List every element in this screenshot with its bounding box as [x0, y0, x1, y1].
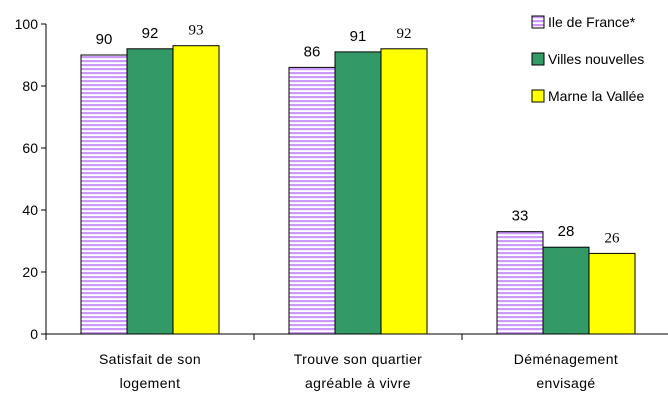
bar-ile-de-france: [496, 231, 544, 335]
data-label: 28: [558, 223, 575, 240]
y-tick-label: 0: [30, 326, 38, 342]
data-label: 92: [142, 25, 159, 42]
legend-label: Marne la Vallée: [548, 88, 644, 104]
x-category-label: Trouve son quartier: [294, 351, 422, 367]
data-label: 92: [397, 26, 412, 42]
bar-villes-nouvelles: [126, 48, 174, 335]
y-tick-label: 100: [15, 16, 39, 32]
legend-label: Villes nouvelles: [548, 51, 644, 67]
data-label: 86: [304, 43, 321, 60]
bar-marne-la-vall-e: [588, 252, 636, 335]
bar-ile-de-france: [80, 54, 128, 335]
bar-marne-la-vall-e: [172, 45, 220, 335]
x-category-label: agréable à vivre: [305, 375, 411, 391]
bars: [80, 45, 636, 335]
x-category-label: Satisfait de son: [99, 351, 201, 367]
x-category-label: logement: [120, 375, 181, 391]
data-label: 26: [605, 230, 621, 246]
data-label: 90: [96, 31, 113, 48]
legend-swatch: [531, 52, 545, 66]
x-category-label: envisagé: [536, 375, 595, 391]
bar-villes-nouvelles: [334, 51, 382, 335]
x-category-label: Déménagement: [514, 351, 618, 367]
bar-villes-nouvelles: [542, 246, 590, 335]
bar-ile-de-france: [288, 66, 336, 335]
bar-marne-la-vall-e: [380, 48, 428, 335]
legend-swatch: [531, 15, 545, 29]
y-tick-label: 80: [22, 78, 38, 94]
data-labels: 90 92 93 86 91 92 33 28 26: [96, 23, 620, 247]
y-tick-label: 40: [22, 202, 38, 218]
legend: Ile de France* Villes nouvelles Marne la V…: [531, 14, 644, 104]
legend-swatch: [531, 89, 545, 103]
data-label: 91: [350, 28, 367, 45]
data-label: 33: [512, 208, 529, 225]
y-tick-label: 60: [22, 140, 38, 156]
legend-label: Ile de France*: [548, 14, 636, 30]
y-tick-label: 20: [22, 264, 38, 280]
data-label: 93: [189, 23, 204, 39]
